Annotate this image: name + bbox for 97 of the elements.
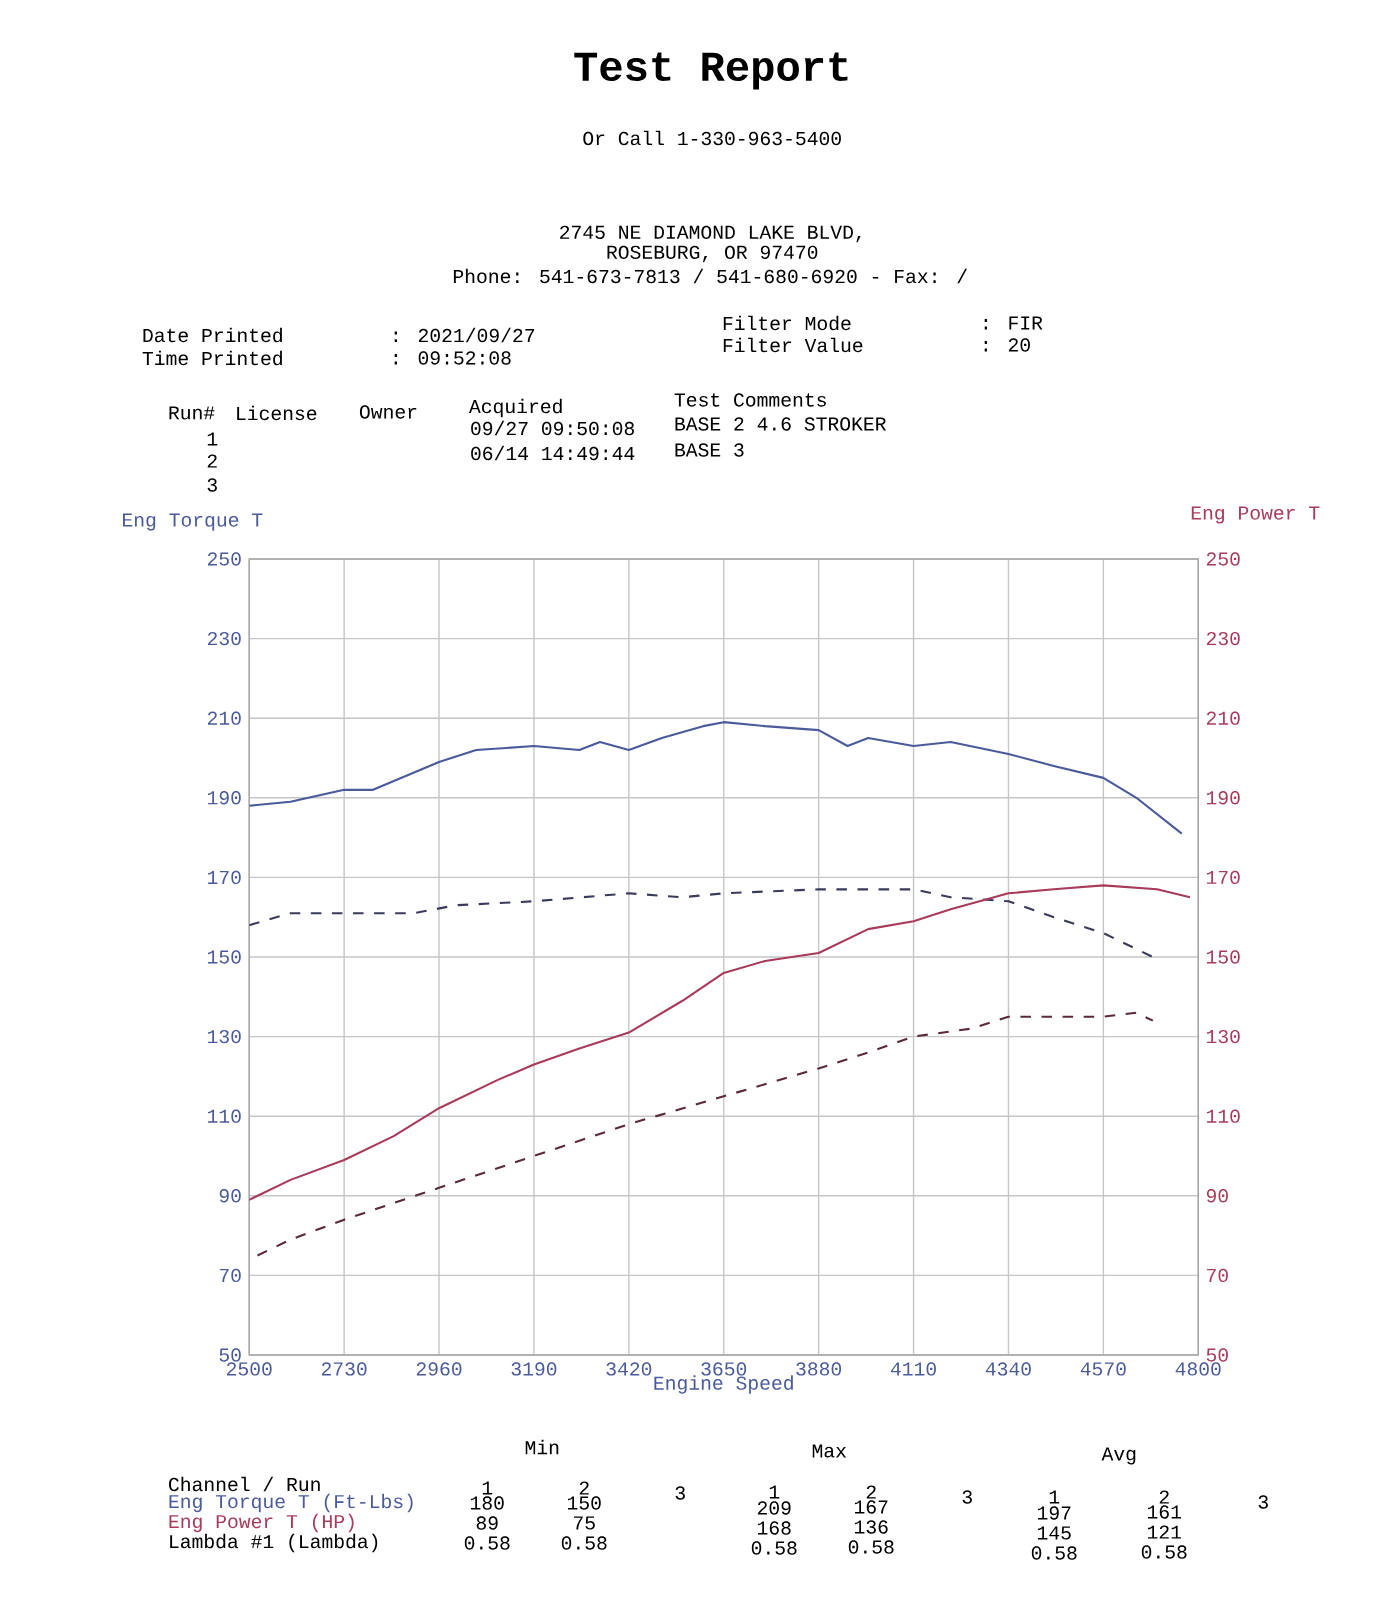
text: 3 <box>962 1490 972 1504</box>
text: 145 <box>1037 1526 1071 1540</box>
y-tick-label: 90 <box>219 1189 241 1203</box>
text: Filter Value <box>723 337 863 353</box>
x-tick-label: 3420 <box>606 1362 652 1376</box>
y2-tick-label: 230 <box>1206 631 1240 646</box>
text: 161 <box>1147 1505 1181 1519</box>
text: 0.58 <box>751 1541 797 1555</box>
text: Or Call 1-330-963-5400 <box>583 130 841 146</box>
text: 168 <box>757 1521 791 1535</box>
x-axis-title: Engine Speed <box>654 1375 793 1394</box>
text: 06/14 14:49:44 <box>471 445 635 461</box>
text: 197 <box>1037 1506 1071 1520</box>
text: 2 <box>579 1481 589 1495</box>
x-tick-label: 2500 <box>226 1362 272 1376</box>
text: ROSEBURG, OR 97470 <box>607 245 818 263</box>
x-tick-label: 2960 <box>416 1362 462 1376</box>
line-series <box>249 884 1191 1201</box>
text: 2745 NE DIAMOND LAKE BLVD, <box>559 225 861 243</box>
x-tick-label: 4800 <box>1175 1362 1221 1376</box>
text: 3 <box>1258 1495 1268 1509</box>
y2-tick-label: 190 <box>1206 791 1240 805</box>
text: 2 <box>207 454 217 468</box>
text: 2 <box>866 1485 876 1499</box>
line-series <box>249 721 1183 835</box>
y-tick-label: 130 <box>207 1029 241 1044</box>
text: 0.58 <box>1031 1546 1077 1560</box>
text: Date Printed <box>143 327 282 343</box>
text: 09/27 09:50:08 <box>471 420 634 436</box>
chart-title: Test Report <box>574 52 848 90</box>
text: BASE 2 4.6 STROKER <box>675 417 886 431</box>
x-tick-label: 4570 <box>1080 1362 1126 1376</box>
text: 3 <box>207 478 217 492</box>
text: : FIR <box>984 316 1043 330</box>
text: 167 <box>854 1500 888 1514</box>
y-axis-title: Eng Torque T <box>122 513 263 531</box>
text: 209 <box>757 1501 791 1515</box>
y-tick-label: 70 <box>219 1268 241 1283</box>
y2-tick-label: 170 <box>1206 870 1240 885</box>
text: 0.58 <box>848 1540 894 1554</box>
text: BASE 3 <box>675 443 744 457</box>
text: 0.58 <box>1141 1545 1187 1559</box>
text: 2 <box>1159 1490 1169 1504</box>
text: Time Printed <box>142 350 282 366</box>
y2-tick-label: 250 <box>1206 552 1240 566</box>
text: Acquired <box>468 398 562 418</box>
text: Min <box>525 1439 559 1455</box>
y2-tick-label: 110 <box>1206 1109 1240 1123</box>
y2-axis-title: Eng Power T <box>1191 506 1320 524</box>
text: Eng Torque T (Ft-Lbs) <box>169 1493 413 1513</box>
x-tick-label: 4340 <box>985 1362 1031 1376</box>
y-tick-label: 210 <box>207 711 241 725</box>
text: 1 <box>769 1485 780 1499</box>
y-tick-label: 110 <box>207 1109 241 1123</box>
text: 1 <box>482 1481 493 1495</box>
text: : 09:52:08 <box>394 351 511 365</box>
text: : 20 <box>984 338 1030 352</box>
text: 150 <box>567 1496 601 1510</box>
text: 121 <box>1147 1525 1181 1539</box>
text: Phone: 541-673-7813 / 541-680-6920 - Fax: / <box>453 268 967 284</box>
text: Channel / Run <box>168 1476 320 1492</box>
text: Max <box>812 1444 846 1458</box>
text: : 2021/09/27 <box>394 327 534 343</box>
y-tick-label: 150 <box>207 950 241 964</box>
y-tick-label: 190 <box>207 791 241 805</box>
text: Test Comments <box>674 393 826 407</box>
text: 180 <box>470 1496 504 1510</box>
y2-tick-label: 50 <box>1206 1348 1228 1362</box>
y-tick-label: 50 <box>219 1348 241 1362</box>
text: 3 <box>675 1486 685 1500</box>
text: 1 <box>207 432 218 446</box>
text: Filter Mode <box>723 315 851 331</box>
x-tick-label: 3650 <box>701 1362 747 1376</box>
text: Owner <box>359 405 417 419</box>
x-tick-label: 2730 <box>321 1362 367 1376</box>
y2-tick-label: 210 <box>1206 711 1240 725</box>
y2-tick-label: 70 <box>1206 1268 1228 1283</box>
text: License <box>237 405 317 421</box>
text: 75 <box>573 1516 595 1530</box>
text: 136 <box>854 1520 888 1534</box>
y2-tick-label: 90 <box>1206 1189 1228 1203</box>
text: 1 <box>1049 1490 1060 1504</box>
x-tick-label: 4110 <box>890 1362 936 1376</box>
y-tick-label: 170 <box>207 870 241 885</box>
x-tick-label: 3190 <box>511 1362 557 1376</box>
text: Run# <box>169 406 215 420</box>
text: Avg <box>1101 1447 1136 1465</box>
x-tick-label: 3880 <box>796 1362 841 1376</box>
y2-tick-label: 130 <box>1206 1029 1240 1044</box>
text: Eng Power T (HP) <box>169 1513 354 1533</box>
text: Lambda #1 (Lambda) <box>170 1533 378 1553</box>
y-tick-label: 230 <box>207 631 241 646</box>
y2-tick-label: 150 <box>1206 950 1240 964</box>
text: 0.58 <box>561 1536 607 1550</box>
y-tick-label: 250 <box>207 552 241 566</box>
text: 0.58 <box>464 1536 510 1550</box>
text: 89 <box>476 1516 498 1530</box>
